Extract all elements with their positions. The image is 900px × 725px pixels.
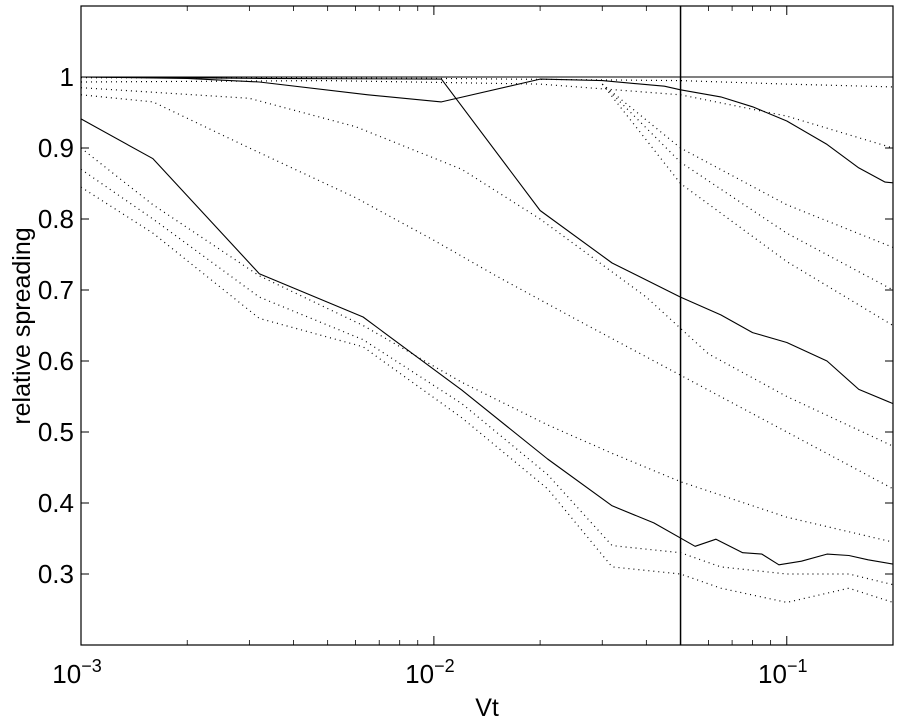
dotted-series-line-13 [601, 83, 894, 291]
solid-series-line-2 [80, 76, 894, 405]
dotted-series-line-9 [80, 168, 894, 586]
y-tick-label: 0.7 [38, 275, 74, 305]
y-tick-label: 1 [60, 62, 74, 92]
dotted-series-line-10 [80, 186, 894, 604]
y-tick-label: 0.6 [38, 346, 74, 376]
x-tick-label: 10−2 [405, 656, 454, 689]
y-tick-label: 0.3 [38, 559, 74, 589]
series-group [80, 6, 894, 645]
x-axis-title: Vt [475, 694, 499, 722]
y-tick-label: 0.8 [38, 204, 74, 234]
y-tick-label: 0.9 [38, 133, 74, 163]
dotted-series-line-11 [601, 83, 894, 327]
dotted-series-line-8 [80, 147, 894, 543]
dotted-series-line-12 [601, 83, 894, 248]
y-axis-title: relative spreading [8, 227, 36, 424]
solid-series-line-3 [80, 118, 894, 566]
plot-frame [80, 5, 894, 646]
dotted-series-line-7 [80, 94, 894, 490]
y-tick-label: 0.5 [38, 417, 74, 447]
dotted-series-line-4 [80, 77, 894, 88]
dotted-series-line-5 [80, 79, 894, 149]
plot-area [80, 5, 894, 646]
solid-series-line-1 [80, 76, 894, 184]
axes-group: 0.3 0.4 0.5 0.6 0.7 0.8 0.9 1 10−3 10−2 10−1 [38, 6, 894, 689]
x-tick-label: 10−1 [758, 656, 807, 689]
dotted-series-line-6 [80, 87, 894, 447]
y-tick-label: 0.4 [38, 488, 74, 518]
x-tick-label: 10−3 [52, 656, 101, 689]
